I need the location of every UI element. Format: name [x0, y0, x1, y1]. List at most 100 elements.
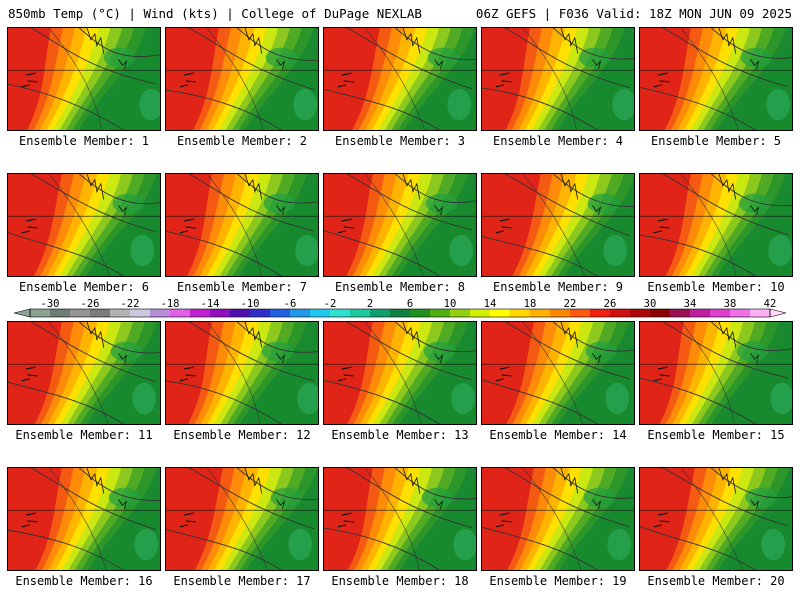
ensemble-member-label: Ensemble Member: 16 — [15, 574, 153, 588]
colorbar-swatch — [590, 309, 611, 317]
temperature-map — [640, 322, 792, 424]
map-title: 850mb Temp (°C) | Wind (kts) | College o… — [8, 6, 422, 21]
colorbar-swatch — [450, 309, 471, 317]
colorbar-tick-label: -2 — [324, 298, 337, 310]
temperature-colorbar: -30 -26 -22 -18 -14 -10 -6 -2 2 6 10 14 18 22 26 30 34 38… — [13, 298, 787, 318]
colorbar-tick-label: -22 — [121, 298, 140, 310]
colorbar-tick-label: -26 — [81, 298, 100, 310]
colorbar-tick-label: -6 — [284, 298, 297, 310]
colorbar-tick-label: 22 — [564, 298, 577, 310]
ensemble-map-panel — [7, 173, 161, 277]
temperature-map — [166, 174, 318, 276]
colorbar-swatch — [190, 309, 211, 317]
colorbar-swatch — [90, 309, 111, 317]
colorbar-swatch — [370, 309, 391, 317]
colorbar-tick-label: 38 — [724, 298, 737, 310]
temperature-map — [324, 468, 476, 570]
temperature-map — [482, 468, 634, 570]
ensemble-member-label: Ensemble Member: 14 — [489, 428, 627, 442]
temperature-map — [166, 468, 318, 570]
colorbar-tick-label: 14 — [484, 298, 497, 310]
ensemble-member-label: Ensemble Member: 17 — [173, 574, 311, 588]
colorbar-swatch — [130, 309, 151, 317]
ensemble-member-label: Ensemble Member: 18 — [331, 574, 469, 588]
colorbar-swatch — [750, 309, 771, 317]
temperature-map — [482, 28, 634, 130]
ensemble-member-label: Ensemble Member: 20 — [647, 574, 785, 588]
ensemble-member-label: Ensemble Member: 10 — [647, 280, 785, 294]
ensemble-map-panel — [165, 27, 319, 131]
colorbar-swatch — [490, 309, 511, 317]
temperature-map — [640, 174, 792, 276]
temperature-map — [8, 468, 160, 570]
colorbar-swatch — [110, 309, 131, 317]
colorbar-tick-label: 2 — [367, 298, 373, 310]
temperature-map — [324, 28, 476, 130]
ensemble-map-panel — [165, 173, 319, 277]
colorbar-swatch — [330, 309, 351, 317]
colorbar-swatch — [410, 309, 431, 317]
colorbar-swatch — [150, 309, 171, 317]
ensemble-member-label: Ensemble Member: 1 — [18, 134, 150, 148]
colorbar-swatch — [710, 309, 731, 317]
ensemble-map-panel — [639, 467, 793, 571]
colorbar-tick-label: 10 — [444, 298, 457, 310]
colorbar-swatch — [70, 309, 91, 317]
colorbar-tick-label: -30 — [41, 298, 60, 310]
colorbar-swatch — [30, 309, 51, 317]
ensemble-member-label: Ensemble Member: 9 — [492, 280, 624, 294]
ensemble-member-label: Ensemble Member: 15 — [647, 428, 785, 442]
colorbar-swatch — [470, 309, 491, 317]
colorbar-tick-label: -18 — [161, 298, 180, 310]
colorbar-swatch — [310, 309, 331, 317]
model-run-info: 06Z GEFS | F036 Valid: 18Z MON JUN 09 20… — [475, 6, 792, 21]
temperature-map — [640, 468, 792, 570]
colorbar-tick-label: 42 — [764, 298, 777, 310]
ensemble-member-label: Ensemble Member: 19 — [489, 574, 627, 588]
ensemble-map-panel — [7, 27, 161, 131]
ensemble-member-label: Ensemble Member: 5 — [650, 134, 782, 148]
ensemble-map-panel — [639, 321, 793, 425]
ensemble-map-panel — [7, 321, 161, 425]
ensemble-member-label: Ensemble Member: 13 — [331, 428, 469, 442]
ensemble-member-label: Ensemble Member: 2 — [176, 134, 308, 148]
ensemble-map-panel — [481, 173, 635, 277]
ensemble-map-panel — [165, 467, 319, 571]
colorbar-tick-label: 34 — [684, 298, 697, 310]
ensemble-map-panel — [481, 467, 635, 571]
temperature-map — [8, 174, 160, 276]
colorbar-left-arrow — [13, 308, 31, 318]
colorbar-swatch — [510, 309, 531, 317]
colorbar-swatch — [690, 309, 711, 317]
ensemble-map-panel — [323, 321, 477, 425]
colorbar-swatch — [610, 309, 631, 317]
colorbar-swatch — [530, 309, 551, 317]
temperature-map — [8, 28, 160, 130]
ensemble-member-label: Ensemble Member: 7 — [176, 280, 308, 294]
ensemble-map-panel — [639, 173, 793, 277]
ensemble-member-label: Ensemble Member: 4 — [492, 134, 624, 148]
colorbar-swatch — [230, 309, 251, 317]
colorbar-swatch — [270, 309, 291, 317]
temperature-map — [8, 322, 160, 424]
colorbar-swatch — [210, 309, 231, 317]
temperature-map — [166, 28, 318, 130]
colorbar-swatch — [630, 309, 651, 317]
temperature-map — [324, 174, 476, 276]
temperature-map — [324, 322, 476, 424]
colorbar-tick-label: -14 — [201, 298, 220, 310]
colorbar-swatch — [50, 309, 71, 317]
colorbar-swatch — [430, 309, 451, 317]
colorbar-swatch — [290, 309, 311, 317]
ensemble-member-label: Ensemble Member: 6 — [18, 280, 150, 294]
ensemble-member-label: Ensemble Member: 12 — [173, 428, 311, 442]
colorbar-swatch — [570, 309, 591, 317]
temperature-map — [482, 174, 634, 276]
ensemble-map-panel — [639, 27, 793, 131]
colorbar-swatch — [350, 309, 371, 317]
temperature-map — [166, 322, 318, 424]
colorbar-tick-label: 26 — [604, 298, 617, 310]
colorbar-swatch — [250, 309, 271, 317]
temperature-map — [640, 28, 792, 130]
ensemble-member-label: Ensemble Member: 3 — [334, 134, 466, 148]
